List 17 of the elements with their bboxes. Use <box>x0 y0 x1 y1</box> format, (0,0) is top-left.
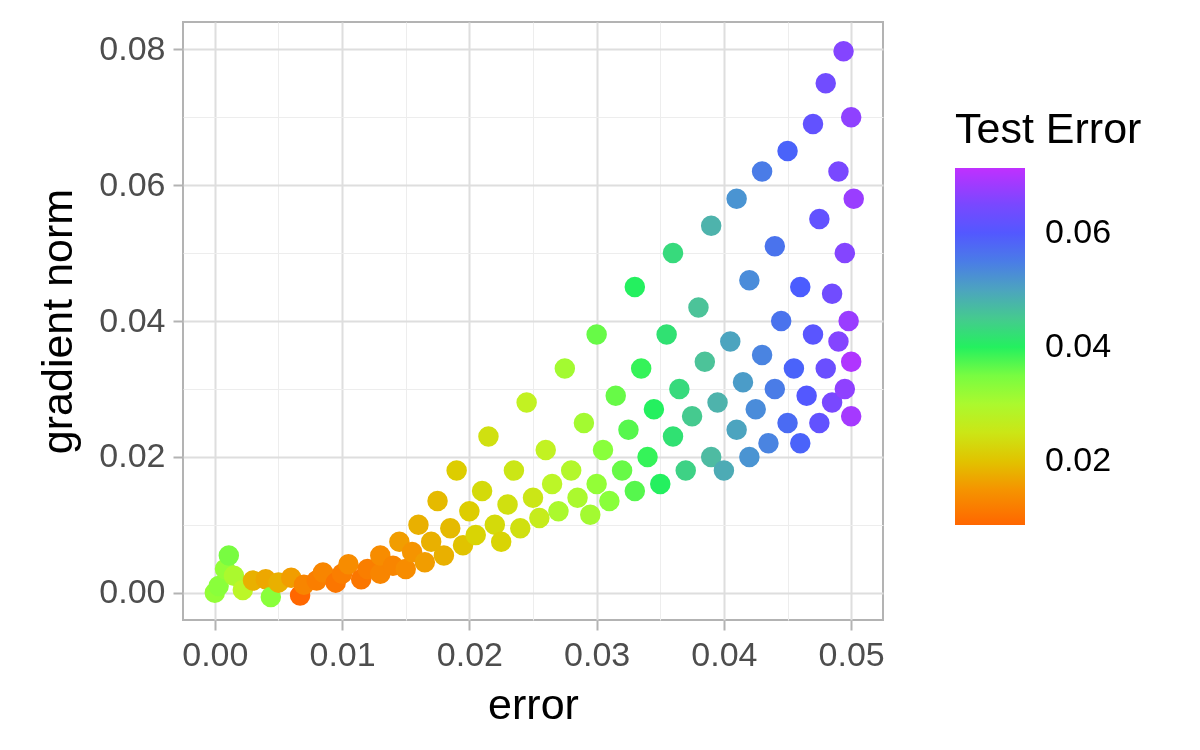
x-tick-label: 0.03 <box>564 634 631 673</box>
x-tick-label: 0.00 <box>182 634 249 673</box>
legend-title: Test Error <box>955 104 1142 152</box>
x-axis-title: error <box>488 679 579 728</box>
color-bar-label: 0.04 <box>1045 326 1112 365</box>
y-tick-label: 0.04 <box>99 300 166 339</box>
y-tick-label: 0.08 <box>99 28 166 67</box>
y-tick-label: 0.02 <box>99 436 166 475</box>
x-tick-label: 0.05 <box>818 634 885 673</box>
x-tick-label: 0.02 <box>436 634 503 673</box>
y-tick-label: 0.06 <box>99 164 166 203</box>
x-tick-label: 0.04 <box>691 634 758 673</box>
x-tick-label: 0.01 <box>309 634 376 673</box>
y-axis-title: gradient norm <box>33 188 82 455</box>
y-tick-label: 0.00 <box>99 572 166 611</box>
color-bar-label: 0.06 <box>1045 212 1112 251</box>
color-bar-label: 0.02 <box>1045 440 1112 479</box>
